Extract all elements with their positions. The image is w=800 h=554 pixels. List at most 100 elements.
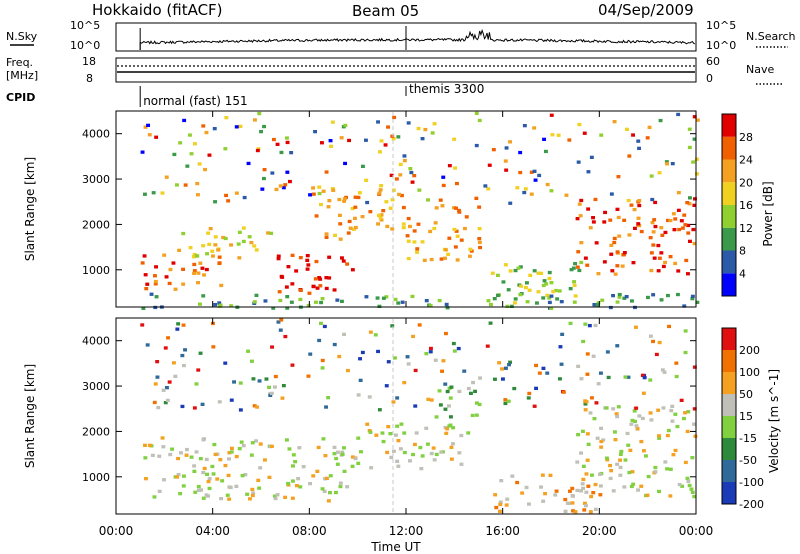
heatmap-cell <box>276 254 281 258</box>
heatmap-cell <box>660 233 665 237</box>
heatmap-cell <box>660 368 665 372</box>
x-tick-label: 20:00 <box>582 524 617 538</box>
heatmap-cell <box>474 196 479 200</box>
heatmap-cell <box>616 175 621 179</box>
heatmap-cell <box>445 389 450 394</box>
heatmap-cell <box>167 281 172 286</box>
heatmap-cell <box>459 238 464 242</box>
heatmap-cell <box>437 298 442 303</box>
heatmap-cell <box>320 487 325 491</box>
heatmap-cell <box>579 260 584 265</box>
heatmap-cell <box>473 389 477 393</box>
heatmap-cell <box>330 187 335 191</box>
heatmap-cell <box>683 329 688 333</box>
heatmap-cell <box>577 202 582 206</box>
heatmap-cell <box>147 443 152 447</box>
heatmap-cell <box>579 489 583 493</box>
heatmap-cell <box>584 504 588 508</box>
velocity-colorbar-label: Velocity [m s^-1] <box>767 369 781 473</box>
heatmap-cell <box>172 361 176 365</box>
heatmap-cell <box>630 418 635 423</box>
heatmap-cell <box>364 295 369 299</box>
freq-panel-frame <box>115 57 697 83</box>
heatmap-cell <box>645 136 650 140</box>
heatmap-cell <box>441 175 446 179</box>
heatmap-cell <box>412 240 417 244</box>
heatmap-cell <box>686 231 691 235</box>
heatmap-cell <box>582 508 587 512</box>
heatmap-cell <box>650 221 655 225</box>
heatmap-cell <box>243 473 248 477</box>
heatmap-cell <box>330 120 335 124</box>
heatmap-cell <box>575 217 580 221</box>
heatmap-cell <box>692 494 697 499</box>
heatmap-cell <box>376 222 380 226</box>
heatmap-cell <box>324 235 329 239</box>
heatmap-cell <box>619 449 624 454</box>
heatmap-cell <box>173 374 178 378</box>
heatmap-cell <box>642 376 647 380</box>
heatmap-cell <box>650 197 655 202</box>
heatmap-cell <box>305 254 310 258</box>
heatmap-cell <box>498 500 503 504</box>
heatmap-cell <box>593 507 598 511</box>
heatmap-cell <box>576 433 580 437</box>
heatmap-cell <box>395 459 400 463</box>
heatmap-cell <box>229 398 234 402</box>
heatmap-cell <box>380 431 385 435</box>
heatmap-cell <box>676 269 681 273</box>
heatmap-cell <box>326 205 331 209</box>
heatmap-cell <box>374 433 379 437</box>
heatmap-cell <box>518 293 523 297</box>
heatmap-cell <box>617 295 622 299</box>
heatmap-cell <box>164 175 169 179</box>
heatmap-cell <box>609 469 614 473</box>
heatmap-cell <box>356 436 361 440</box>
heatmap-cell <box>183 348 187 352</box>
heatmap-cell <box>367 395 372 399</box>
heatmap-cell <box>289 151 294 155</box>
heatmap-cell <box>486 299 491 303</box>
heatmap-cell <box>618 452 623 456</box>
heatmap-cell <box>687 483 692 488</box>
heatmap-cell <box>544 282 549 286</box>
heatmap-cell <box>234 484 239 488</box>
colorbar-segment <box>722 482 736 504</box>
heatmap-cell <box>343 123 348 128</box>
colorbar-segment <box>722 350 736 372</box>
heatmap-cell <box>181 323 186 327</box>
heatmap-cell <box>689 487 694 491</box>
heatmap-cell <box>347 219 352 224</box>
heatmap-cell <box>140 323 145 327</box>
heatmap-cell <box>291 453 296 457</box>
heatmap-cell <box>211 472 216 476</box>
heatmap-cell <box>445 427 450 431</box>
heatmap-cell <box>395 424 400 428</box>
heatmap-cell <box>306 374 311 378</box>
heatmap-cell <box>250 359 254 363</box>
heatmap-cell <box>255 405 259 409</box>
heatmap-cell <box>163 346 168 350</box>
heatmap-cell <box>527 391 532 396</box>
heatmap-cell <box>358 378 363 382</box>
heatmap-cell <box>598 484 603 488</box>
colorbar-tick-label: -100 <box>739 476 764 489</box>
heatmap-cell <box>322 324 327 329</box>
heatmap-cell <box>358 357 362 361</box>
heatmap-cell <box>591 220 596 224</box>
heatmap-cell <box>617 234 622 238</box>
heatmap-cell <box>682 213 687 217</box>
heatmap-cell <box>327 199 332 203</box>
heatmap-cell <box>227 497 232 501</box>
heatmap-cell <box>599 133 604 137</box>
heatmap-cell <box>670 419 675 423</box>
heatmap-cell <box>615 462 620 466</box>
heatmap-cell <box>657 436 662 440</box>
heatmap-cell <box>252 244 257 248</box>
heatmap-cell <box>657 256 662 260</box>
heatmap-cell <box>608 305 613 310</box>
heatmap-cell <box>541 499 546 503</box>
heatmap-cell <box>571 509 575 513</box>
heatmap-cell <box>629 422 634 426</box>
heatmap-cell <box>602 260 607 264</box>
